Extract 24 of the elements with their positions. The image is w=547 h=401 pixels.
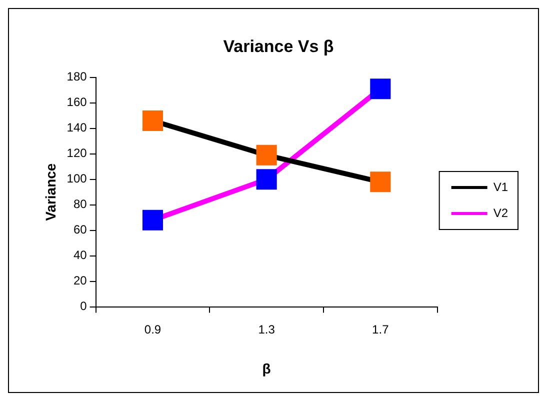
y-axis-title: Variance (42, 163, 58, 221)
point (256, 169, 277, 190)
point (142, 110, 164, 132)
y-tick-label: 60 (73, 222, 88, 237)
point (370, 172, 391, 192)
y-tick-label: 140 (66, 120, 88, 135)
y-tick-label: 20 (73, 274, 88, 288)
legend-label: V1 (493, 180, 508, 194)
x-tick-label: 0.9 (144, 322, 162, 336)
point (370, 78, 391, 100)
y-tick-label: 160 (66, 95, 88, 110)
x-axis-title: β (262, 360, 272, 376)
point (256, 144, 277, 166)
y-tick-label: 0 (80, 299, 88, 314)
y-tick-label: 120 (66, 146, 88, 160)
y-tick-label: 180 (66, 70, 88, 84)
point (142, 210, 164, 230)
legend-label: V2 (493, 206, 508, 220)
y-tick-label: 100 (66, 172, 88, 186)
y-tick-label: 40 (73, 248, 88, 262)
chart-title: Variance Vs β (223, 36, 334, 56)
y-tick-label: 80 (73, 197, 88, 212)
x-tick-label: 1.7 (372, 322, 390, 336)
x-tick-label: 1.3 (258, 322, 276, 336)
